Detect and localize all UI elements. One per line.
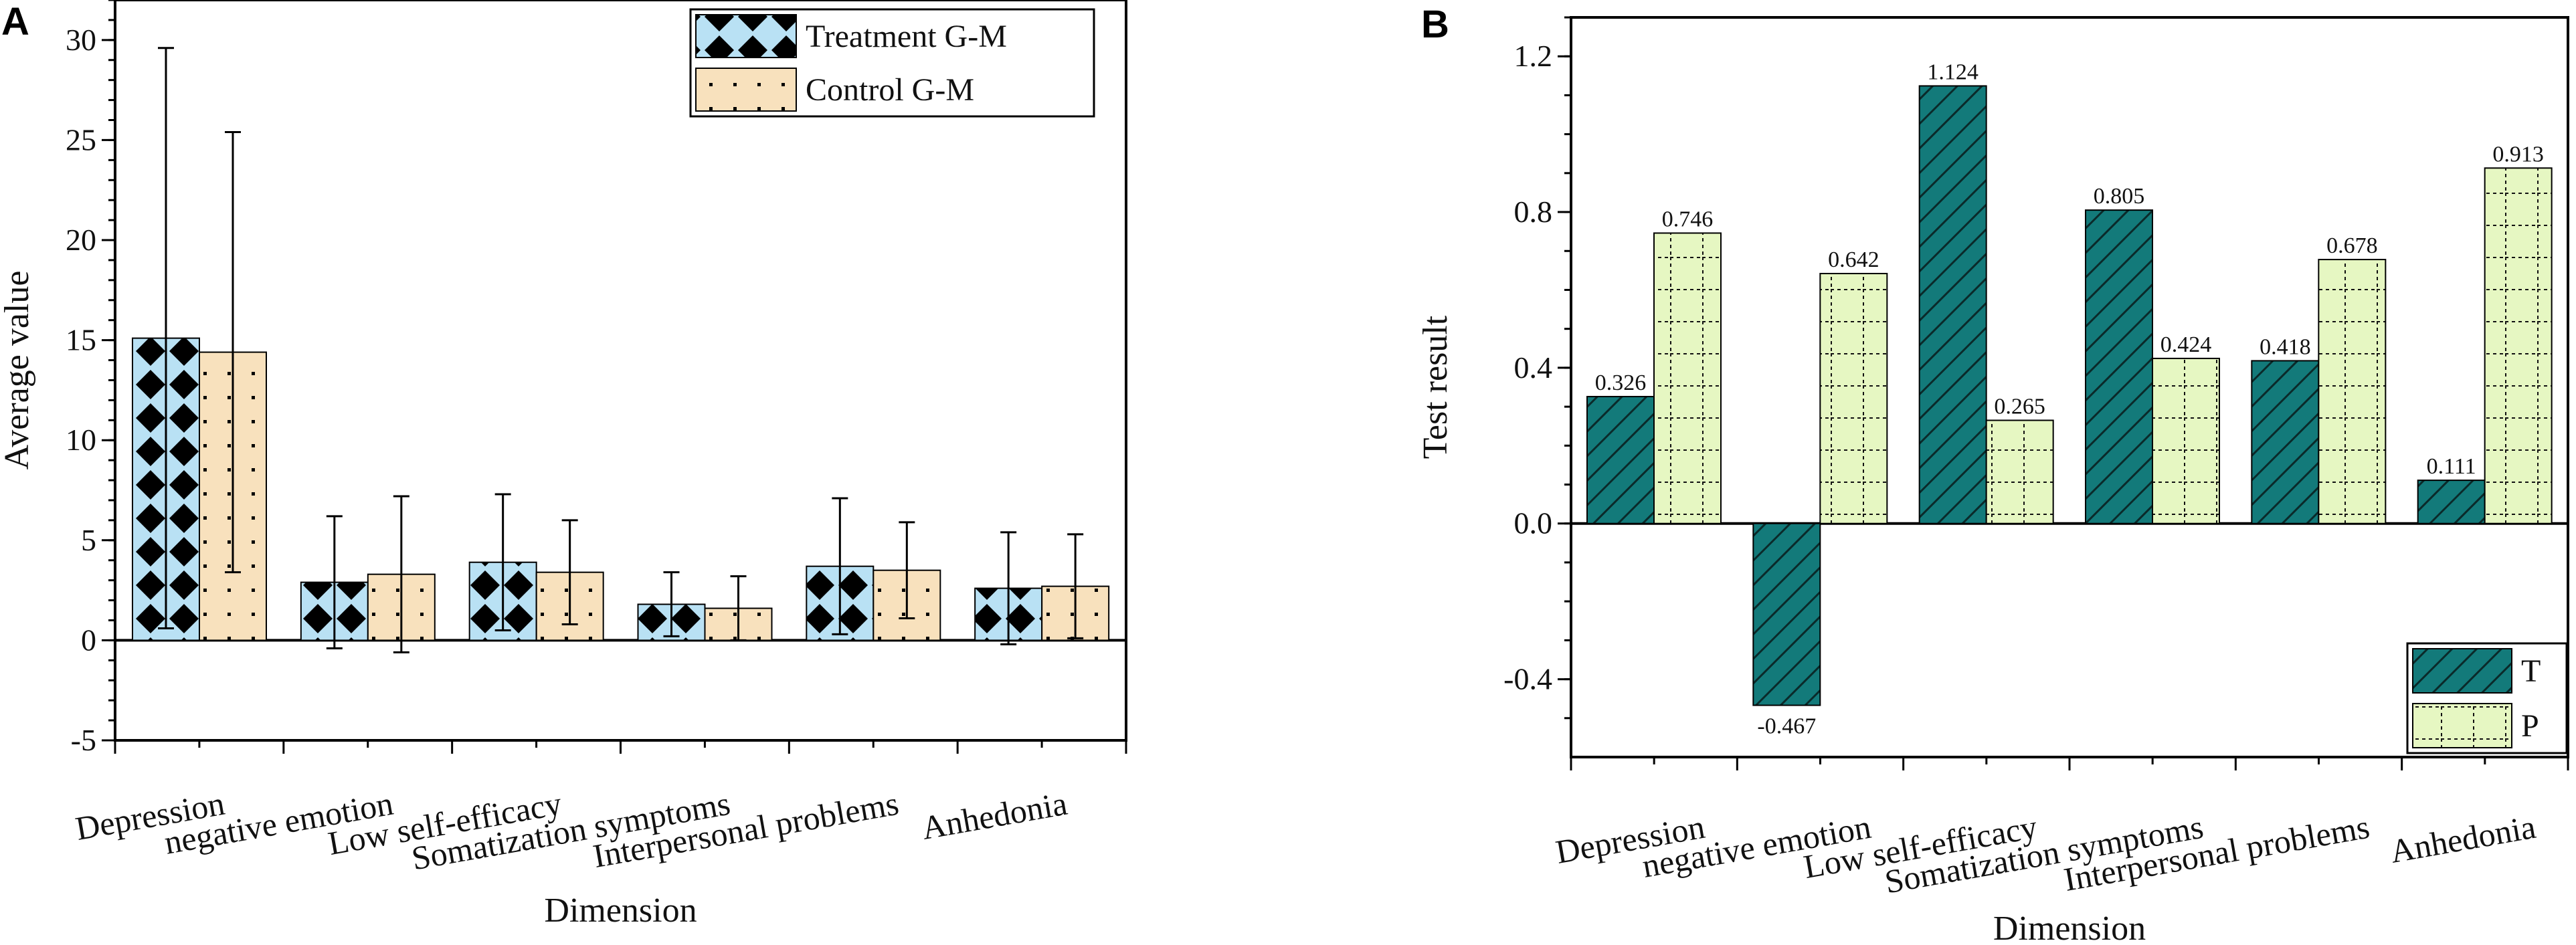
y-tick-label: 5 [81, 523, 96, 557]
panel-b-chart: B 0.326 -0.467 1.124 0.805 0.418 0.111 0.746 0.6… [1416, 3, 2569, 945]
legend-label: Control G-M [806, 72, 974, 108]
data-label: 0.326 [1595, 371, 1647, 395]
data-label: -0.467 [1757, 714, 1816, 739]
data-label: 0.913 [2492, 142, 2544, 167]
data-label: 0.424 [2160, 332, 2212, 357]
data-label: 0.111 [2427, 454, 2476, 479]
data-label: 0.265 [1994, 394, 2045, 419]
bar-t-4 [2251, 360, 2320, 524]
x-axis-title: Dimension [1993, 910, 2146, 945]
y-axis-title: Test result [1416, 315, 1455, 459]
data-label: 0.642 [1828, 247, 1879, 272]
y-tick-label: 25 [66, 122, 96, 156]
bar-t-5 [2417, 480, 2486, 524]
bar-p-2 [1985, 419, 2054, 524]
y-tick-label: -0.4 [1503, 662, 1552, 696]
y-tick-label: 0 [81, 623, 96, 657]
data-label: 0.418 [2260, 334, 2311, 359]
panel-letter: A [1, 0, 29, 43]
x-tick-label: Interpersonal problems [590, 784, 901, 875]
y-tick-label: 20 [66, 223, 96, 257]
data-label: 1.124 [1927, 60, 1979, 84]
legend-swatch-control-g-m [695, 68, 797, 112]
bar-p-0 [1653, 232, 1722, 524]
bar-p-4 [2318, 259, 2387, 524]
y-axis-title: Average value [0, 271, 36, 470]
legend-swatch-t [2412, 648, 2512, 694]
legend-swatch-treatment-g-m [695, 14, 797, 58]
y-tick-label: 30 [66, 23, 96, 57]
bar-t-3 [2085, 209, 2153, 524]
data-label: 0.746 [1662, 207, 1714, 231]
y-tick-label: 10 [66, 423, 96, 457]
bar-t-2 [1918, 85, 1987, 524]
x-tick-label: Anhedonia [919, 784, 1070, 847]
data-label: 0.678 [2326, 233, 2378, 258]
bar-p-3 [2152, 357, 2220, 524]
y-tick-label: 0.0 [1514, 506, 1553, 540]
legend-label: T [2521, 653, 2541, 689]
x-tick-label: Interpersonal problems [2061, 808, 2372, 898]
legend-swatch-p [2412, 703, 2512, 748]
x-tick-label: Anhedonia [2387, 808, 2539, 870]
y-tick-label: 0.4 [1514, 350, 1553, 385]
bar-p-5 [2484, 167, 2553, 524]
y-tick-label: 0.8 [1514, 195, 1553, 229]
data-label: 0.805 [2094, 184, 2145, 209]
bar-p-1 [1819, 273, 1888, 524]
legend-label: P [2521, 708, 2539, 744]
bar-t-0 [1586, 395, 1655, 524]
y-tick-label: 15 [66, 323, 96, 357]
bar-t-1 [1752, 522, 1821, 706]
legend-label: Treatment G-M [806, 19, 1007, 54]
y-tick-label: -5 [71, 723, 96, 757]
y-tick-label: 1.2 [1514, 39, 1553, 73]
x-axis-title: Dimension [544, 891, 697, 930]
panel-letter: B [1421, 3, 1449, 46]
